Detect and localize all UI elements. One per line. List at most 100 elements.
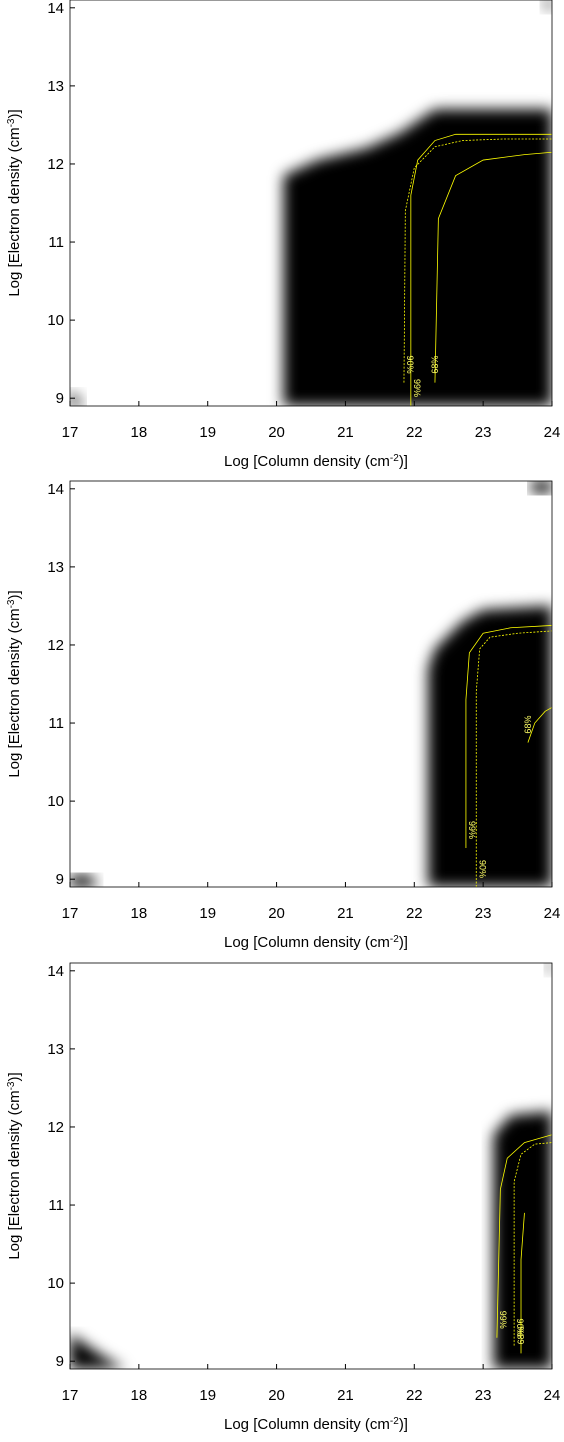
y-axis-label-part: -3 — [6, 118, 17, 127]
x-tick-label: 21 — [337, 424, 354, 441]
x-tick-label: 22 — [406, 905, 423, 922]
density-region — [531, 481, 552, 493]
x-tick-label: 21 — [337, 1387, 354, 1404]
y-tick-label: 14 — [47, 963, 64, 980]
y-tick-label: 11 — [48, 715, 64, 732]
x-tick-label: 24 — [544, 1387, 561, 1404]
y-axis-label-part: -3 — [6, 1081, 17, 1090]
x-axis-label-part: Log [Column density (cm — [224, 1416, 390, 1433]
contour-line — [465, 625, 552, 848]
contour-line — [434, 151, 552, 383]
plot-frame — [69, 480, 553, 888]
contour-label: 99% — [412, 379, 422, 397]
panel: 99% 90% 68% 17 18 19 20 21 22 23 24 9 10 11 12 13 14 Log … — [6, 0, 561, 471]
contour-label: 99% — [467, 821, 477, 839]
x-tick-label: 24 — [544, 424, 561, 441]
x-axis-label-part: -2 — [390, 1416, 399, 1427]
x-tick-label: 17 — [62, 1387, 79, 1404]
density-region — [70, 390, 84, 406]
contour-line — [513, 1142, 552, 1346]
y-tick-label: 12 — [47, 1119, 64, 1136]
x-tick-label: 23 — [475, 424, 492, 441]
x-axis-label-part: Log [Column density (cm — [224, 453, 390, 470]
y-axis-label: Log [Electron density (cm-3)] — [6, 1072, 24, 1259]
x-tick-label: 17 — [62, 905, 79, 922]
density-region — [428, 605, 552, 887]
y-axis-label-part: )] — [6, 590, 23, 599]
density-region — [70, 875, 98, 887]
x-tick-label: 19 — [199, 1387, 216, 1404]
x-tick-label: 21 — [337, 905, 354, 922]
contour-label: 99% — [498, 1311, 508, 1329]
y-tick-label: 10 — [47, 793, 64, 810]
y-tick-label: 12 — [47, 156, 64, 173]
x-tick-label: 22 — [406, 424, 423, 441]
contour-line — [496, 1134, 552, 1338]
x-axis-label: Log [Column density (cm-2)] — [224, 1416, 408, 1434]
x-tick-label: 20 — [268, 1387, 285, 1404]
y-axis-label-part: Log [Electron density (cm — [6, 1090, 23, 1259]
y-axis-label-part: Log [Electron density (cm — [6, 608, 23, 777]
y-tick-label: 11 — [48, 1197, 64, 1214]
contour-line — [475, 630, 552, 887]
x-tick-label: 24 — [544, 905, 561, 922]
y-tick-label: 9 — [56, 390, 64, 407]
x-tick-label: 23 — [475, 1387, 492, 1404]
x-axis-label-part: )] — [399, 934, 408, 951]
y-tick-label: 13 — [47, 559, 64, 576]
density-region — [70, 1333, 126, 1369]
x-tick-label: 19 — [199, 905, 216, 922]
x-tick-label: 20 — [268, 905, 285, 922]
y-axis-label: Log [Electron density (cm-3)] — [6, 109, 24, 296]
y-tick-label: 9 — [56, 1353, 64, 1370]
x-tick-label: 23 — [475, 905, 492, 922]
y-tick-label: 10 — [47, 312, 64, 329]
density-region — [541, 0, 552, 12]
y-tick-label: 13 — [47, 1041, 64, 1058]
y-axis-label-part: -3 — [6, 599, 17, 608]
y-axis-label-part: )] — [6, 109, 23, 118]
y-axis-label: Log [Electron density (cm-3)] — [6, 590, 24, 777]
y-axis-label-part: Log [Electron density (cm — [6, 127, 23, 296]
y-axis-label-part: )] — [6, 1072, 23, 1081]
plot-area: 99% 90% 68% — [70, 0, 552, 406]
y-tick-label: 11 — [48, 234, 64, 251]
y-tick-label: 14 — [47, 0, 64, 17]
x-tick-label: 17 — [62, 424, 79, 441]
y-tick-label: 13 — [47, 78, 64, 95]
x-tick-label: 18 — [131, 424, 148, 441]
panel: 99% 90%68% 17 18 19 20 21 22 23 24 9 10 11 12 13 14 Log … — [6, 962, 561, 1434]
y-tick-label: 10 — [47, 1275, 64, 1292]
contour-line — [410, 133, 552, 406]
contour-label: 68% — [516, 1326, 526, 1344]
contour-label: 90% — [515, 1319, 525, 1337]
x-tick-label: 18 — [131, 1387, 148, 1404]
panel: 99% 90% 68% 17 18 19 20 21 22 23 24 9 10 11 12 13 14 Log … — [6, 480, 561, 952]
y-tick-label: 9 — [56, 871, 64, 888]
contour-label: 68% — [430, 356, 440, 374]
x-tick-label: 20 — [268, 424, 285, 441]
x-axis-label-part: )] — [399, 1416, 408, 1433]
contour-label: 90% — [405, 356, 415, 374]
density-region — [283, 109, 552, 406]
x-axis-label-part: -2 — [390, 453, 399, 464]
density-region — [545, 963, 552, 975]
plot-area: 99% 90% 68% — [70, 481, 552, 887]
contour-label: 90% — [477, 860, 487, 878]
plot-area: 99% 90%68% — [70, 963, 552, 1369]
x-axis-label-part: -2 — [390, 934, 399, 945]
x-axis-label: Log [Column density (cm-2)] — [224, 934, 408, 952]
x-axis-label-part: Log [Column density (cm — [224, 934, 390, 951]
y-tick-label: 14 — [47, 481, 64, 498]
x-tick-label: 22 — [406, 1387, 423, 1404]
x-tick-label: 18 — [131, 905, 148, 922]
contour-line — [403, 138, 552, 383]
contour-line — [520, 1212, 525, 1354]
x-tick-label: 19 — [199, 424, 216, 441]
y-tick-label: 12 — [47, 637, 64, 654]
plot-frame — [69, 962, 553, 1370]
x-axis-label: Log [Column density (cm-2)] — [224, 453, 408, 471]
contour-label: 68% — [523, 716, 533, 734]
x-axis-label-part: )] — [399, 453, 408, 470]
